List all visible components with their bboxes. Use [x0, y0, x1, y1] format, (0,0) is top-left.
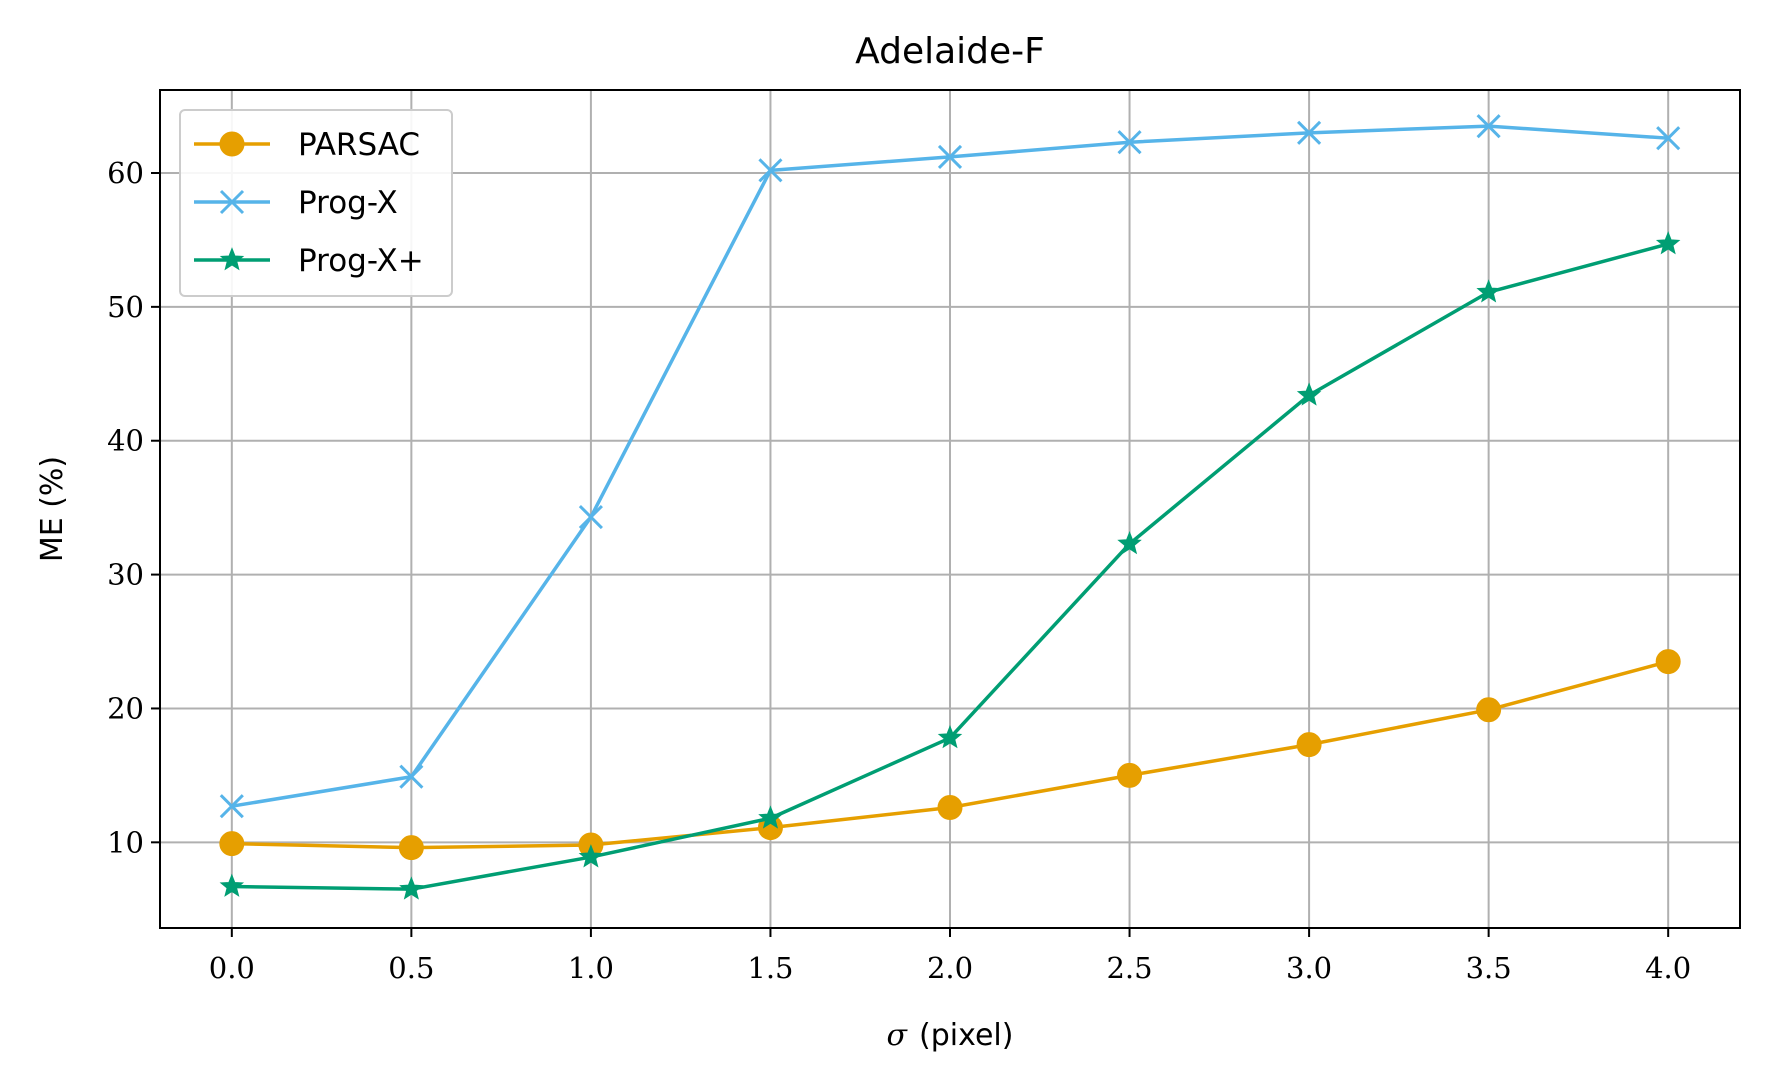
- y-tick-label: 10: [107, 825, 144, 859]
- data-point-stroke: [937, 144, 963, 169]
- data-point: [399, 876, 424, 900]
- x-axis-label-symbol: σ: [887, 1018, 909, 1053]
- axis-ticks: 0.0 0.5 1.0 1.5 2.0 2.5 3.0 3.5 4.0 10 20 30 40 50 60: [107, 156, 1691, 985]
- data-point: [1296, 732, 1322, 758]
- legend-label: Prog-X: [298, 185, 398, 221]
- data-point: [1655, 649, 1681, 675]
- legend-entry: Prog-X: [194, 185, 398, 221]
- y-tick-label: 20: [107, 691, 144, 725]
- data-point: [937, 725, 963, 749]
- legend-entry: PARSAC: [194, 127, 420, 163]
- data-point: [758, 158, 783, 183]
- x-tick-label: 3.0: [1286, 951, 1332, 985]
- data-point-stroke: [1476, 114, 1501, 139]
- data-point: [1117, 762, 1143, 788]
- legend-swatch-marker: [219, 131, 245, 157]
- data-point: [399, 764, 424, 789]
- legend-swatch-marker: [219, 189, 245, 215]
- data-point-stroke: [219, 794, 244, 819]
- data-point-stroke: [399, 764, 424, 789]
- data-point: [758, 805, 783, 829]
- legend-entry: Prog-X+: [194, 243, 424, 279]
- y-axis-label: ME (%): [35, 456, 70, 562]
- data-point: [219, 873, 245, 897]
- x-tick-label: 0.0: [209, 951, 255, 985]
- chart-title: Adelaide-F: [855, 31, 1045, 72]
- data-point-stroke: [1656, 126, 1681, 151]
- data-point: [1117, 130, 1142, 155]
- data-point: [398, 835, 424, 861]
- x-tick-label: 1.0: [568, 951, 614, 985]
- data-point: [1296, 382, 1322, 406]
- x-tick-label: 4.0: [1645, 951, 1691, 985]
- legend-swatch-marker: [219, 247, 245, 271]
- data-point: [1656, 126, 1681, 151]
- data-point: [219, 794, 244, 819]
- legend-swatch-marker-stroke: [219, 189, 245, 215]
- data-point-stroke: [578, 504, 603, 530]
- y-tick-label: 40: [107, 424, 144, 458]
- data-point: [1655, 231, 1681, 255]
- x-axis-label: σ (pixel): [887, 1018, 1014, 1053]
- data-point: [1476, 697, 1502, 723]
- legend: PARSAC Prog-X Prog-X+: [179, 109, 453, 297]
- data-point: [578, 844, 604, 868]
- data-point: [1297, 120, 1322, 145]
- legend-label: PARSAC: [298, 127, 420, 163]
- data-point-stroke: [1297, 120, 1322, 145]
- x-tick-label: 3.5: [1466, 951, 1512, 985]
- data-point: [1476, 279, 1501, 303]
- series-prog-x: [219, 114, 1681, 819]
- plot-series: [219, 114, 1681, 900]
- data-point-stroke: [1117, 130, 1142, 155]
- y-tick-label: 30: [107, 558, 144, 592]
- y-tick-label: 50: [107, 290, 144, 324]
- y-tick-label: 60: [107, 156, 144, 190]
- x-tick-label: 2.0: [927, 951, 973, 985]
- x-axis-label-unit: (pixel): [919, 1018, 1013, 1053]
- x-tick-label: 2.5: [1106, 951, 1152, 985]
- series-prog-x-: [219, 231, 1681, 900]
- x-tick-label: 1.5: [747, 951, 793, 985]
- series-parsac: [219, 649, 1681, 861]
- data-point: [937, 795, 963, 821]
- data-point: [937, 144, 963, 169]
- data-point: [1476, 114, 1501, 139]
- data-point-stroke: [758, 158, 783, 183]
- legend-label: Prog-X+: [298, 243, 424, 279]
- x-tick-label: 0.5: [388, 951, 434, 985]
- data-point: [578, 504, 603, 530]
- data-point: [1117, 530, 1142, 555]
- data-point: [219, 831, 245, 857]
- legend-box: [179, 109, 453, 297]
